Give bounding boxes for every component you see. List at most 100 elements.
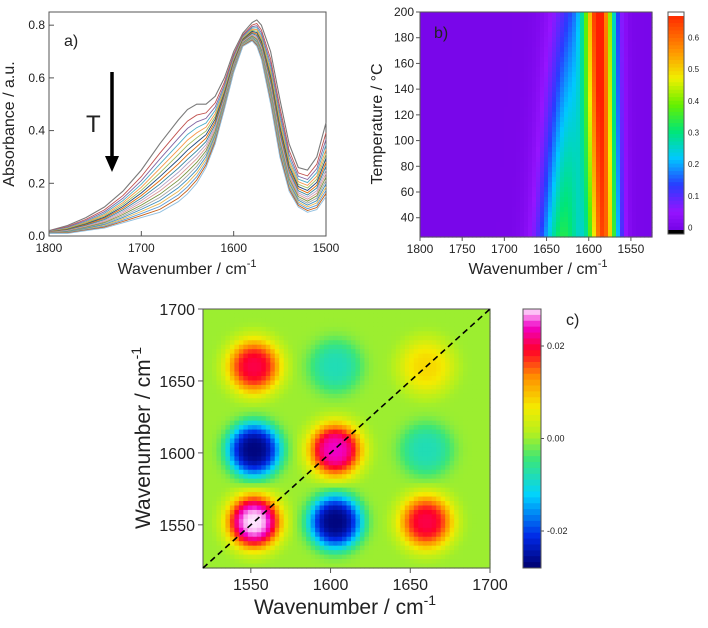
panel-c-heatmap-cell: [431, 384, 437, 390]
panel-b-heatmap-cell: [480, 42, 485, 48]
panel-c-heatmap-cell: [400, 420, 406, 426]
panel-b-heatmap-cell: [596, 187, 601, 193]
panel-b-heatmap-cell: [604, 92, 609, 98]
panel-b-heatmap-cell: [480, 232, 485, 238]
panel-b-colorbar-segment: [668, 108, 684, 113]
panel-c-heatmap-cell: [342, 375, 348, 382]
panel-b-heatmap-cell: [448, 202, 453, 208]
panel-c-heatmap-cell: [467, 425, 473, 431]
panel-b-heatmap-cell: [476, 37, 481, 43]
panel-b-heatmap-cell: [540, 117, 545, 123]
panel-c-heatmap-cell: [333, 411, 339, 417]
panel-c-heatmap-cell: [458, 389, 464, 395]
panel-b-heatmap-cell: [536, 17, 541, 23]
panel-c-heatmap-cell: [324, 407, 330, 413]
panel-b-heatmap-cell: [512, 32, 517, 38]
panel-c-heatmap-cell: [431, 411, 437, 417]
panel-b-heatmap-cell: [460, 192, 465, 198]
panel-b-heatmap-cell: [540, 182, 545, 188]
panel-b-heatmap-cell: [520, 27, 525, 33]
panel-b-heatmap-cell: [584, 207, 589, 213]
panel-c-heatmap-cell: [454, 349, 460, 355]
panel-b-heatmap-cell: [572, 57, 577, 63]
panel-c-heatmap-cell: [301, 442, 307, 449]
panel-c-heatmap-cell: [243, 349, 249, 355]
panel-c-heatmap-cell: [337, 349, 343, 355]
panel-b-heatmap-cell: [488, 102, 493, 108]
panel-b-heatmap-cell: [508, 112, 513, 118]
panel-c-heatmap-cell: [328, 460, 334, 466]
panel-c-heatmap-cell: [481, 416, 487, 422]
panel-b-heatmap-cell: [464, 27, 469, 33]
panel-b-colorbar-segment: [668, 130, 684, 135]
panel-b-heatmap-cell: [552, 177, 557, 183]
panel-c-heatmap-cell: [346, 317, 352, 323]
panel-c-heatmap-cell: [449, 331, 455, 337]
panel-c-heatmap-cell: [413, 349, 419, 355]
panel-b-heatmap-cell: [596, 52, 601, 58]
panel-b-heatmap-cell: [440, 47, 445, 53]
panel-c-heatmap-cell: [279, 317, 285, 323]
panel-c-heatmap-cell: [409, 434, 415, 440]
panel-b-heatmap-cell: [544, 217, 549, 223]
panel-b-heatmap-cell: [536, 157, 541, 163]
panel-c-heatmap-cell: [292, 434, 298, 440]
panel-b-heatmap-cell: [440, 102, 445, 108]
panel-b-heatmap-cell: [456, 137, 461, 143]
panel-b-heatmap-cell: [584, 57, 589, 63]
panel-b-colorbar-tick-label: 0.1: [688, 192, 700, 201]
panel-b-colorbar-segment: [668, 134, 684, 139]
panel-c-heatmap-cell: [301, 389, 307, 395]
panel-b-heatmap-cell: [484, 187, 489, 193]
panel-c-heatmap-cell: [252, 389, 258, 395]
panel-c-heatmap-cell: [463, 349, 469, 355]
panel-c-heatmap-cell: [319, 398, 325, 404]
panel-b-x-tick-label: 1750: [449, 242, 476, 256]
panel-b-heatmap-cell: [504, 27, 509, 33]
panel-b-heatmap-cell: [424, 167, 429, 173]
panel-b-heatmap-cell: [488, 22, 493, 28]
panel-c-heatmap-cell: [203, 335, 209, 341]
panel-b-heatmap-cell: [480, 82, 485, 88]
panel-c-heatmap-cell: [346, 380, 352, 386]
panel-c-heatmap-cell: [463, 447, 469, 453]
panel-b-heatmap-cell: [504, 162, 509, 168]
panel-b-heatmap-cell: [432, 202, 437, 208]
panel-b-heatmap-cell: [572, 132, 577, 138]
panel-c-heatmap-cell: [382, 416, 388, 422]
panel-b-heatmap-cell: [600, 72, 605, 78]
panel-b-heatmap-cell: [636, 117, 641, 123]
panel-b-heatmap-cell: [536, 37, 541, 43]
panel-b-heatmap-cell: [596, 192, 601, 198]
panel-c-heatmap-cell: [449, 429, 455, 435]
panel-b-heatmap-cell: [584, 132, 589, 138]
panel-c-heatmap-cell: [427, 313, 433, 319]
panel-b-heatmap-cell: [596, 172, 601, 178]
panel-b-heatmap-cell: [616, 187, 621, 193]
panel-b-heatmap-cell: [576, 187, 581, 193]
panel-c-heatmap-cell: [270, 371, 276, 377]
panel-b-heatmap-cell: [520, 212, 525, 218]
panel-b-heatmap-cell: [456, 197, 461, 203]
panel-c-heatmap-cell: [355, 389, 361, 395]
panel-b-heatmap-cell: [576, 52, 581, 58]
panel-c-heatmap-cell: [328, 398, 334, 404]
panel-c-heatmap-cell: [422, 358, 428, 364]
panel-c-heatmap-cell: [413, 340, 419, 346]
panel-b-heatmap-cell: [448, 32, 453, 38]
panel-c-heatmap-cell: [463, 371, 469, 377]
panel-b-heatmap-cell: [556, 62, 561, 68]
panel-b-heatmap-cell: [604, 12, 609, 18]
panel-b-colorbar-segment: [668, 126, 684, 131]
panel-b-heatmap-cell: [480, 187, 485, 193]
panel-c-heatmap-cell: [256, 451, 262, 457]
panel-b-heatmap-cell: [496, 112, 501, 118]
panel-b-heatmap-cell: [588, 222, 593, 228]
panel-b-heatmap-cell: [500, 147, 505, 153]
panel-b-heatmap-cell: [444, 27, 449, 33]
panel-c-heatmap-cell: [368, 425, 374, 431]
panel-c-heatmap-cell: [395, 429, 401, 435]
panel-c-heatmap-cell: [454, 411, 460, 417]
panel-c-heatmap-cell: [485, 362, 491, 368]
panel-b-heatmap-cell: [472, 82, 477, 88]
